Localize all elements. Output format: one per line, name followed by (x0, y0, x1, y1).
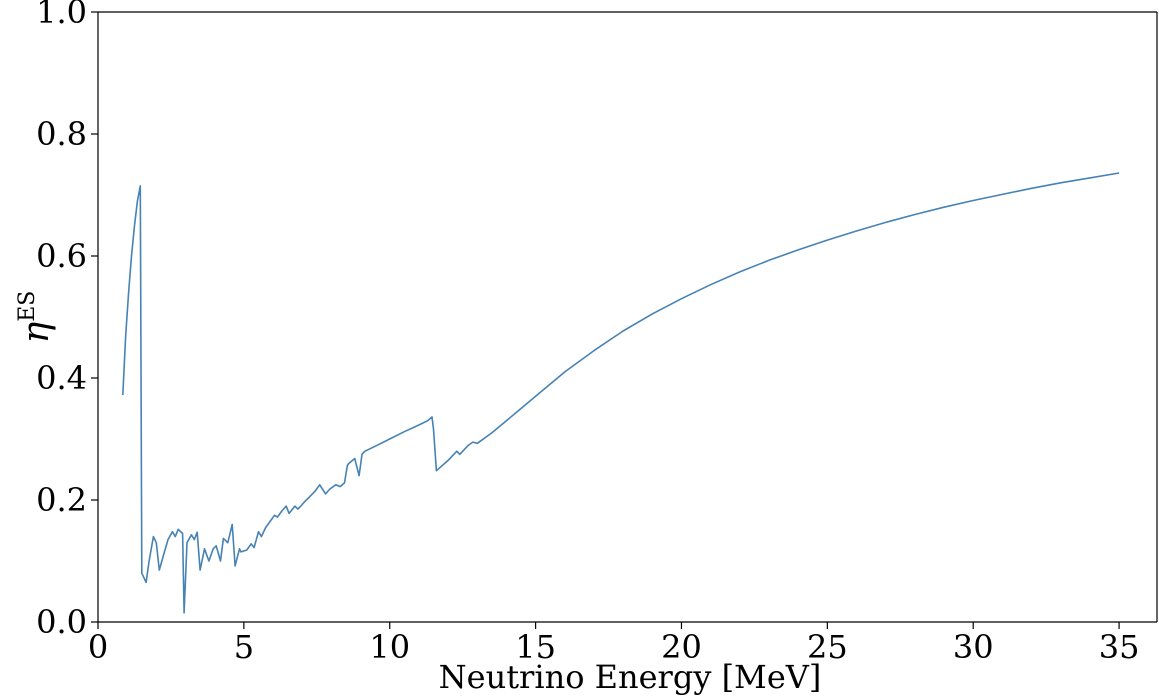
x-tick-label: 20 (661, 628, 702, 666)
x-axis-ticks: 0 5 10 15 20 25 30 35 (88, 622, 1140, 666)
y-axis-label: ηES (15, 291, 57, 344)
plot-area (97, 11, 1158, 623)
x-tick-label: 15 (515, 628, 556, 666)
y-tick-label: 0.4 (36, 359, 87, 397)
y-tick-label: 0.2 (36, 481, 87, 519)
x-tick-label: 30 (953, 628, 994, 666)
series-line-0 (122, 172, 1120, 614)
y-axis-label-symbol: η (16, 321, 57, 343)
y-axis-label-superscript: ES (15, 291, 40, 322)
x-axis-label: Neutrino Energy [MeV] (439, 658, 822, 696)
x-tick-label: 10 (369, 628, 410, 666)
x-tick-label: 35 (1099, 628, 1140, 666)
y-tick-label: 0.8 (36, 115, 87, 153)
x-tick-label: 0 (88, 628, 108, 666)
x-tick-label: 5 (234, 628, 254, 666)
y-axis-ticks: 0.0 0.2 0.4 0.6 0.8 1.0 (36, 0, 98, 641)
y-tick-label: 0.0 (36, 603, 87, 641)
y-tick-label: 0.6 (36, 237, 87, 275)
x-tick-label: 25 (807, 628, 848, 666)
y-tick-label: 1.0 (36, 0, 87, 31)
